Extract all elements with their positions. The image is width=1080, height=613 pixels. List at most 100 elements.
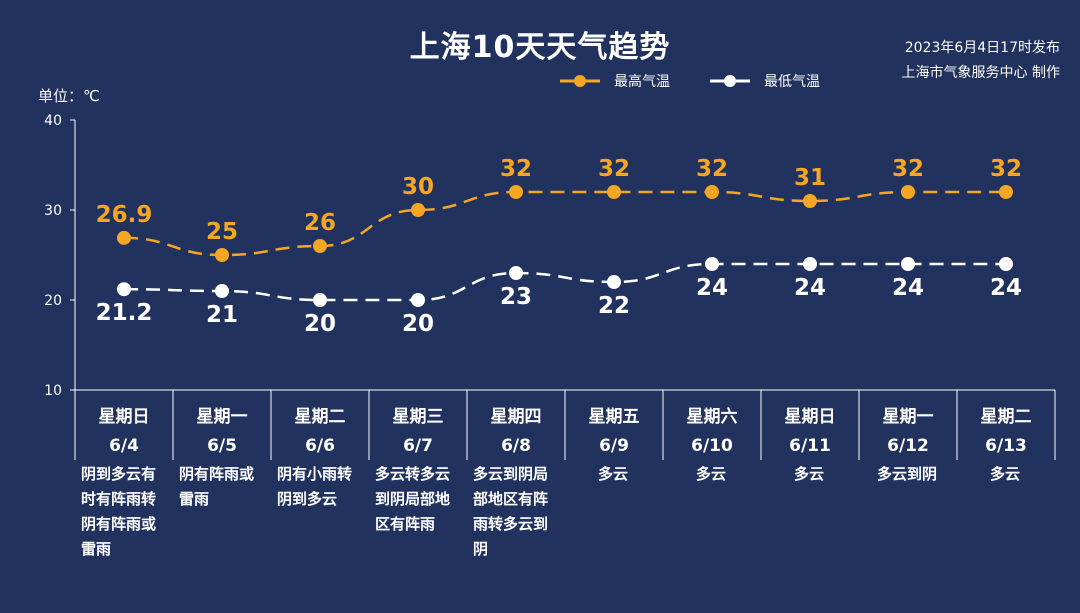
y-tick-label: 10 <box>44 383 62 399</box>
high-temp-point <box>901 185 915 199</box>
weather-description: 多云 <box>957 462 1053 487</box>
high-temp-label: 32 <box>990 156 1022 182</box>
low-temp-point <box>607 275 621 289</box>
weather-description: 多云 <box>663 462 759 487</box>
weather-description: 多云到阴 <box>859 462 955 487</box>
weather-text-line: 阴到多云有 <box>81 465 157 483</box>
weather-text-line: 多云 <box>989 465 1020 483</box>
weather-description: 阴到多云有 时有阵雨转 阴有阵雨或 雷雨 <box>75 462 171 562</box>
y-tick-label: 20 <box>44 293 62 309</box>
weather-text-line: 多云 <box>695 465 726 483</box>
x-tick-weekday: 星期一 <box>883 407 934 427</box>
x-tick-weekday: 星期日 <box>99 407 150 427</box>
low-temp-label: 24 <box>696 275 728 301</box>
high-temp-label: 26.9 <box>96 202 153 228</box>
x-tick-weekday: 星期六 <box>687 406 738 427</box>
low-temp-point <box>117 282 131 297</box>
unit-label: 单位：℃ <box>38 87 100 105</box>
low-temp-label: 24 <box>794 275 826 301</box>
high-temp-label: 25 <box>206 219 238 245</box>
low-temp-label: 23 <box>500 284 532 310</box>
weather-text-line: 多云到阴局 <box>473 465 549 483</box>
low-temp-label: 20 <box>304 311 336 337</box>
weather-text-line: 区有阵雨 <box>375 515 436 533</box>
legend-low-label: 最低气温 <box>764 74 820 90</box>
series-line-low <box>123 262 1006 302</box>
weather-text-line: 雷雨 <box>179 490 210 508</box>
low-temp-point <box>999 257 1013 271</box>
x-tick-date: 6/10 <box>691 436 733 456</box>
weather-text-line: 多云到阴 <box>876 465 937 483</box>
x-tick-date: 6/13 <box>985 436 1027 456</box>
weather-text-line: 多云 <box>793 465 824 483</box>
low-temp-label: 20 <box>402 311 434 337</box>
x-tick-weekday: 星期三 <box>393 407 444 427</box>
high-temp-label: 30 <box>402 174 434 200</box>
high-temp-label: 32 <box>500 156 532 182</box>
high-temp-point <box>411 203 425 217</box>
low-temp-point <box>901 257 915 271</box>
low-temp-label: 22 <box>598 293 630 319</box>
publisher: 上海市气象服务中心 制作 <box>901 65 1060 81</box>
x-tick-weekday: 星期四 <box>491 407 542 427</box>
x-tick-date: 6/5 <box>207 436 237 456</box>
x-tick-date: 6/9 <box>599 436 629 456</box>
weather-text-line: 阴到多云 <box>277 490 338 508</box>
high-temp-point <box>803 194 817 208</box>
weather-description: 多云 <box>761 462 857 487</box>
weather-text-line: 阴有小雨转 <box>277 465 353 483</box>
weather-text-line: 阴有阵雨或 <box>81 515 157 533</box>
legend-low-marker <box>710 75 750 87</box>
weather-text-line: 阴 <box>473 540 489 558</box>
y-tick-label: 30 <box>44 203 62 219</box>
x-tick-weekday: 星期二 <box>295 407 346 427</box>
x-tick-date: 6/6 <box>305 436 335 456</box>
x-tick-date: 6/12 <box>887 436 929 456</box>
y-tick-label: 40 <box>44 113 62 129</box>
low-temp-label: 21 <box>206 302 238 328</box>
weather-text-line: 雨转多云到 <box>473 515 549 533</box>
weather-description: 多云转多云到阴局部地区有阵雨 <box>369 462 465 537</box>
chart-title: 上海10天天气趋势 <box>409 30 671 65</box>
x-tick-weekday: 星期一 <box>197 407 248 427</box>
weather-text-line: 到阴局部地 <box>375 490 451 508</box>
x-tick-date: 6/7 <box>403 436 433 456</box>
low-temp-label: 21.2 <box>96 300 153 326</box>
high-temp-label: 32 <box>598 156 630 182</box>
low-temp-point <box>705 257 719 271</box>
weather-description: 阴有小雨转 阴到多云 <box>271 462 367 512</box>
low-temp-label: 24 <box>990 275 1022 301</box>
legend-high-label: 最高气温 <box>614 74 670 90</box>
x-tick-date: 6/8 <box>501 436 531 456</box>
x-tick-date: 6/4 <box>109 436 139 456</box>
high-temp-label: 32 <box>892 156 924 182</box>
high-temp-label: 32 <box>696 156 728 182</box>
high-temp-point <box>215 248 229 262</box>
low-temp-point <box>803 257 817 271</box>
weather-text-line: 阴有阵雨或 <box>179 465 255 483</box>
legend-low: 最低气温 <box>710 71 820 91</box>
legend-high: 最高气温 <box>560 71 670 91</box>
high-temp-point <box>999 185 1013 199</box>
weather-description: 多云到阴局 部地区有阵 雨转多云到阴 <box>467 462 563 562</box>
weather-text-line: 多云转多云 <box>375 465 451 483</box>
weather-description: 多云 <box>565 462 661 487</box>
low-temp-label: 24 <box>892 275 924 301</box>
high-temp-point <box>607 185 621 199</box>
high-temp-point <box>313 239 327 253</box>
legend-high-marker <box>560 75 600 87</box>
weather-text-line: 多云 <box>597 465 628 483</box>
publish-date: 2023年6月4日17时发布 <box>904 40 1060 56</box>
low-temp-point <box>411 293 425 307</box>
high-temp-point <box>117 230 131 245</box>
x-tick-weekday: 星期二 <box>981 407 1032 427</box>
series-line-high <box>123 190 1006 257</box>
low-temp-point <box>313 293 327 307</box>
high-temp-point <box>509 185 523 199</box>
publish-info: 2023年6月4日17时发布 上海市气象服务中心 制作 <box>902 36 1060 86</box>
x-tick-weekday: 星期五 <box>589 407 640 427</box>
high-temp-label: 31 <box>794 165 826 191</box>
x-tick-date: 6/11 <box>789 436 831 456</box>
